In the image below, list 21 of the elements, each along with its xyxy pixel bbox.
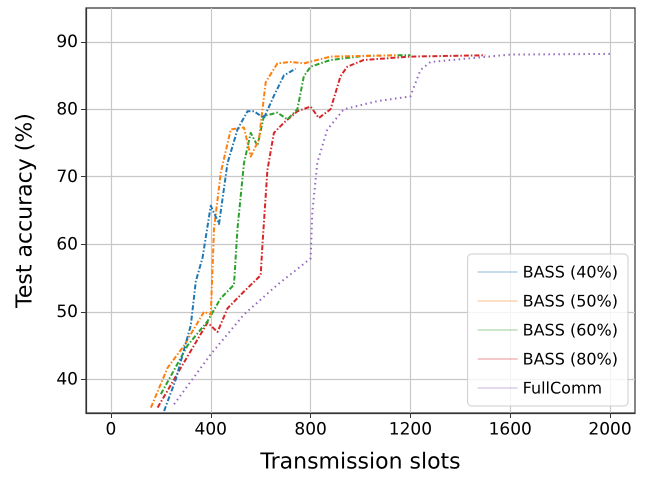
y-tick-label: 70 [56, 166, 78, 187]
x-tick-label: 2000 [588, 420, 632, 440]
legend-label: FullComm [522, 378, 602, 398]
x-tick-label: 800 [294, 420, 327, 440]
y-tick-label: 50 [56, 302, 78, 322]
x-tick-label: 1600 [488, 420, 532, 440]
x-tick-label: 1200 [388, 420, 432, 440]
x-axis-title: Transmission slots [259, 450, 461, 474]
x-tick-label: 400 [194, 420, 227, 440]
legend-label: BASS (40%) [522, 262, 618, 282]
y-tick-label: 90 [56, 32, 78, 52]
y-tick-label: 60 [56, 234, 78, 254]
y-tick-label: 80 [56, 99, 78, 120]
y-tick-label: 40 [56, 369, 78, 390]
y-axis-title: Test accuracy (%) [12, 113, 38, 309]
line-series [163, 68, 297, 412]
legend-label: BASS (50%) [522, 292, 618, 310]
legend-label: BASS (60%) [522, 320, 618, 340]
x-tick-label: 0 [106, 420, 116, 440]
line-series [156, 54, 486, 409]
legend-label: BASS (80%) [522, 350, 618, 368]
